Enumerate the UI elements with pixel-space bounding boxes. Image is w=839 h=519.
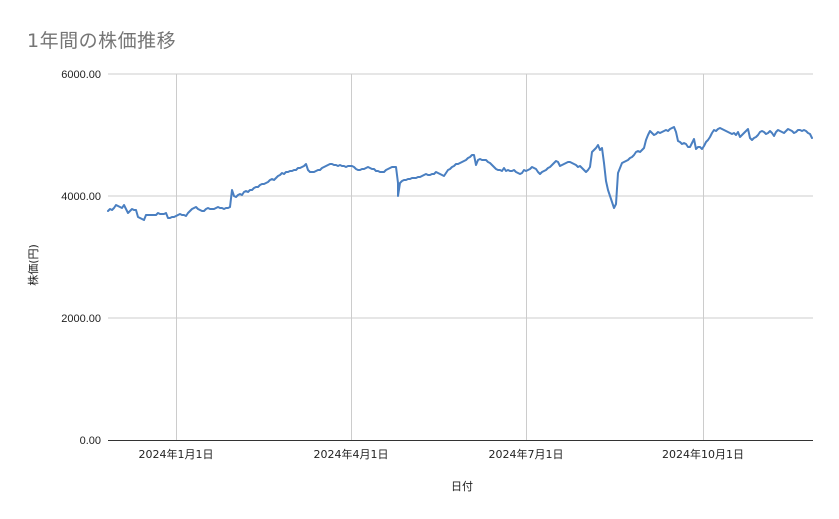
x-tick-label: 2024年1月1日 [139,447,214,461]
y-tick-label: 4000.00 [61,191,101,203]
y-tick-label: 0.00 [80,435,101,447]
horizontal-gridlines [108,73,813,319]
x-tick-label: 2024年10月1日 [662,447,744,461]
chart-title: 1年間の株価推移 [27,30,177,52]
vertical-gridlines [176,74,704,440]
y-axis-title: 株価(円) [26,244,40,286]
y-axis-ticks: 6000.00 4000.00 2000.00 0.00 [61,69,101,447]
x-axis-ticks: 2024年1月1日 2024年4月1日 2024年7月1日 2024年10月1日 [139,447,745,461]
y-tick-label: 6000.00 [61,69,101,81]
price-series-line [107,126,813,221]
x-tick-label: 2024年7月1日 [489,447,564,461]
y-tick-label: 2000.00 [61,313,101,325]
x-tick-label: 2024年4月1日 [314,447,389,461]
x-axis-title: 日付 [451,480,473,493]
